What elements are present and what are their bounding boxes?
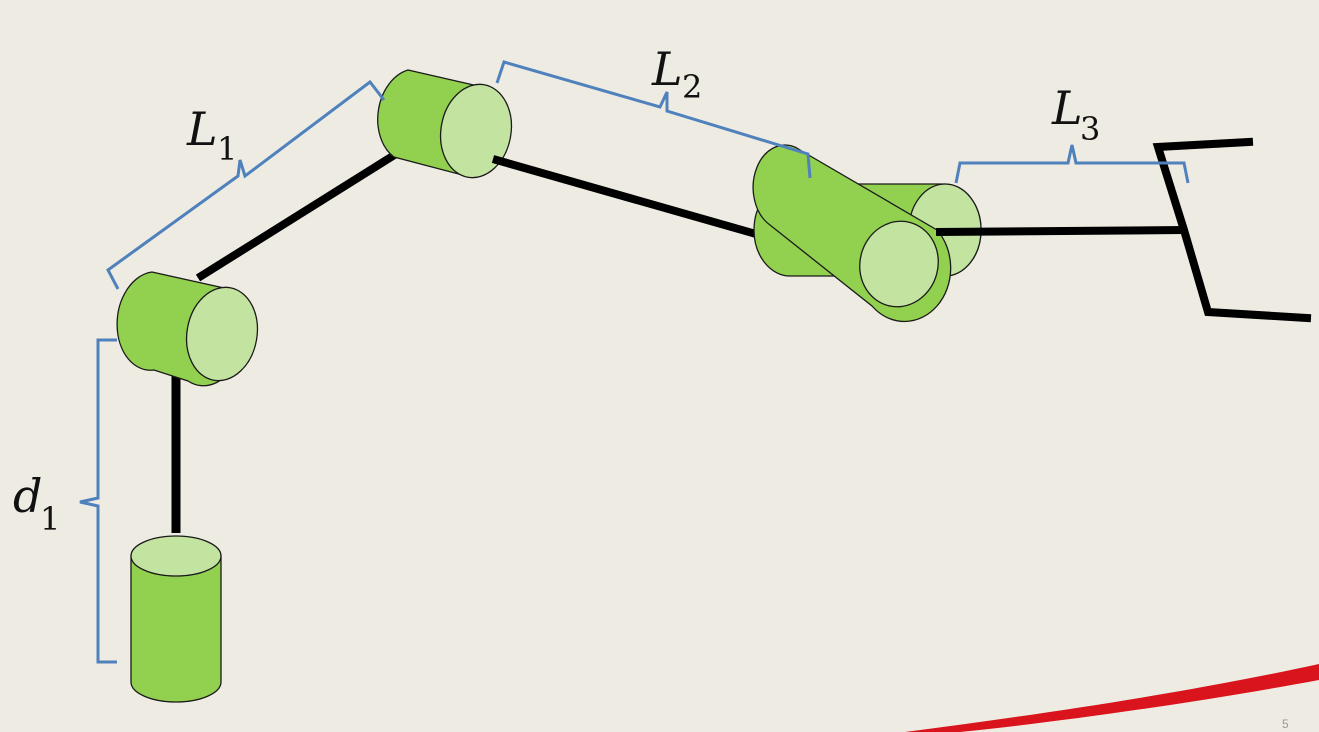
label-L2-main: L <box>651 42 683 96</box>
label-L1: L 1 <box>186 102 237 168</box>
label-L2-sub: 2 <box>682 68 702 106</box>
label-L3-main: L <box>1051 81 1083 135</box>
joint-3-front-cylinder <box>752 144 952 323</box>
label-L2: L 2 <box>651 42 702 106</box>
bracket-L1 <box>106 79 386 290</box>
bracket-L2 <box>495 60 812 179</box>
label-d1-main: d <box>13 469 42 523</box>
link-L2 <box>491 155 800 250</box>
label-L1-main: L <box>186 102 218 156</box>
link-L1 <box>195 150 399 282</box>
label-L3-sub: 3 <box>1080 110 1100 148</box>
label-d1-sub: 1 <box>40 500 60 538</box>
slide-number: 5 <box>1282 717 1289 731</box>
bracket-d1 <box>79 338 117 664</box>
joint-1-cylinder <box>116 271 259 387</box>
link-L3 <box>935 226 1185 236</box>
bracket-L3 <box>954 144 1190 184</box>
label-L1-sub: 1 <box>217 130 237 168</box>
label-d1: d 1 <box>13 469 60 538</box>
gripper <box>1152 137 1312 323</box>
base-cylinder <box>130 535 222 703</box>
decorative-swoosh <box>905 664 1319 732</box>
joint-2-cylinder <box>377 69 513 179</box>
label-L3: L 3 <box>1051 81 1100 148</box>
